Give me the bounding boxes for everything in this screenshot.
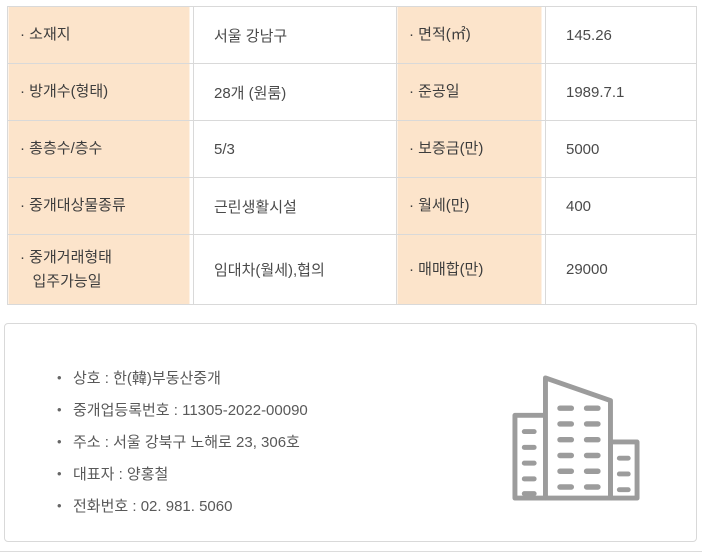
agency-info-card: • 상호 : 한(韓)부동산중개 • 중개업등록번호 : 11305-2022-00…	[4, 323, 697, 542]
label-wolse: · 월세(만)	[396, 177, 546, 235]
value-chungsu: 5/3	[193, 120, 397, 178]
value-muljongnyu: 근린생활시설	[193, 177, 397, 235]
list-item: • 중개업등록번호 : 11305-2022-00090	[57, 394, 308, 426]
agency-registration-number: 중개업등록번호 : 11305-2022-00090	[73, 402, 308, 419]
bullet-dot: •	[57, 466, 62, 481]
label-muljongnyu: · 중개대상물종류	[7, 177, 194, 235]
value-myeonjeok: 145.26	[545, 6, 697, 64]
agency-representative: 대표자 : 양홍철	[73, 466, 169, 483]
list-item: • 전화번호 : 02. 981. 5060	[57, 490, 308, 522]
value-jungongil: 1989.7.1	[545, 63, 697, 121]
list-item: • 상호 : 한(韓)부동산중개	[57, 362, 308, 394]
label-sojaeji: · 소재지	[7, 6, 194, 64]
value-georae-hyeongtae: 임대차(월세),협의	[193, 234, 397, 305]
label-banggaesu: · 방개수(형태)	[7, 63, 194, 121]
label-maemae: · 매매합(만)	[396, 234, 546, 305]
bullet-dot: •	[57, 370, 62, 385]
value-wolse: 400	[545, 177, 697, 235]
agency-address: 주소 : 서울 강북구 노해로 23, 306호	[73, 434, 300, 451]
bullet-dot: •	[57, 402, 62, 417]
value-banggaesu: 28개 (원룸)	[193, 63, 397, 121]
label-myeonjeok: · 면적(㎡)	[396, 6, 546, 64]
table-row: · 총층수/층수 5/3 · 보증금(만) 5000	[7, 120, 697, 178]
table-row: · 방개수(형태) 28개 (원룸) · 준공일 1989.7.1	[7, 63, 697, 121]
table-row: · 중개거래형태 입주가능일 임대차(월세),협의 · 매매합(만) 29000	[7, 234, 697, 305]
agency-name: 상호 : 한(韓)부동산중개	[73, 370, 221, 387]
label-chungsu: · 총층수/층수	[7, 120, 194, 178]
list-item: • 주소 : 서울 강북구 노해로 23, 306호	[57, 426, 308, 458]
list-item: • 대표자 : 양홍철	[57, 458, 308, 490]
property-info-table: · 소재지 서울 강남구 · 면적(㎡) 145.26 · 방개수(형태) 28…	[7, 6, 697, 305]
label-jungongil: · 준공일	[396, 63, 546, 121]
value-bojeunggeum: 5000	[545, 120, 697, 178]
label-georae-hyeongtae: · 중개거래형태 입주가능일	[7, 234, 194, 305]
agency-phone: 전화번호 : 02. 981. 5060	[73, 498, 233, 515]
table-row: · 중개대상물종류 근린생활시설 · 월세(만) 400	[7, 177, 697, 235]
label-bojeunggeum: · 보증금(만)	[396, 120, 546, 178]
table-row: · 소재지 서울 강남구 · 면적(㎡) 145.26	[7, 6, 697, 64]
building-icon	[512, 375, 640, 501]
value-maemae: 29000	[545, 234, 697, 305]
value-sojaeji: 서울 강남구	[193, 6, 397, 64]
bullet-dot: •	[57, 434, 62, 449]
agency-info-list: • 상호 : 한(韓)부동산중개 • 중개업등록번호 : 11305-2022-00…	[57, 362, 308, 522]
bullet-dot: •	[57, 498, 62, 513]
section-divider	[0, 551, 702, 552]
